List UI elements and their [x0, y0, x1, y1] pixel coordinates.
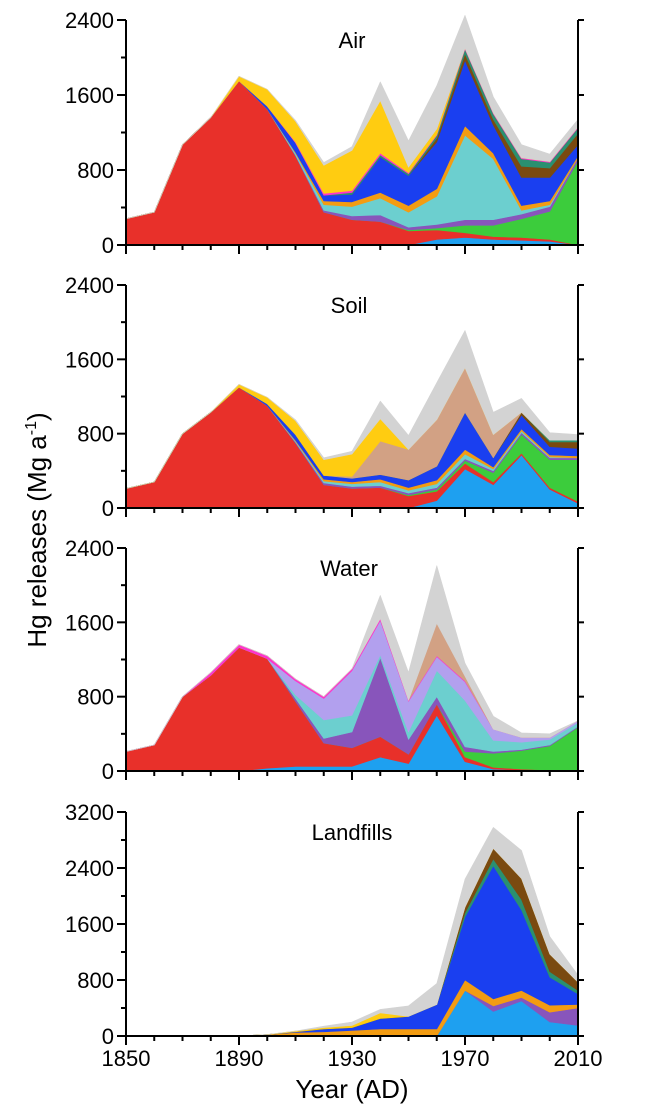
- panel-title: Air: [339, 28, 366, 53]
- panel-soil: 0 800 1600 2400 Soil: [65, 273, 584, 521]
- x-tick-label: 1970: [441, 1046, 490, 1071]
- x-tick-label: 1890: [215, 1046, 264, 1071]
- y-tick-label: 800: [77, 158, 114, 183]
- x-tick-label: 1930: [328, 1046, 377, 1071]
- x-tick-labels: 1850 1890 1930 1970 2010: [102, 1046, 603, 1071]
- y-tick-label: 0: [102, 496, 114, 521]
- y-tick-label: 2400: [65, 856, 114, 881]
- y-tick-label: 800: [77, 422, 114, 447]
- panel-air: 0 800 1600 2400 Air: [65, 8, 584, 258]
- y-tick-label: 800: [77, 968, 114, 993]
- y-tick-label: 1600: [65, 83, 114, 108]
- y-tick-label: 2400: [65, 273, 114, 298]
- y-tick-label: 3200: [65, 800, 114, 825]
- y-tick-label: 1600: [65, 610, 114, 635]
- y-tick-label: 800: [77, 685, 114, 710]
- y-tick-label: 1600: [65, 347, 114, 372]
- y-tick-label: 2400: [65, 536, 114, 561]
- panel-title: Landfills: [312, 820, 393, 845]
- panel-water: 0 800 1600 2400 Water: [65, 536, 584, 784]
- panel-title: Soil: [331, 293, 368, 318]
- panels: 0 800 1600 2400 Air 0 800 1600 2400 Soil 0 800 1600 2…: [65, 8, 584, 1049]
- x-axis-title: Year (AD): [295, 1074, 408, 1104]
- x-tick-label: 1850: [102, 1046, 151, 1071]
- panel-landfills: 0 800 1600 2400 3200 Landfills: [65, 800, 584, 1049]
- y-axis-title-main: Hg releases (Mg a: [22, 435, 52, 648]
- y-tick-label: 2400: [65, 8, 114, 33]
- y-axis-title-sup: -1: [23, 421, 40, 435]
- y-axis-title-close: ): [22, 412, 52, 421]
- y-axis-title: Hg releases (Mg a-1): [22, 412, 52, 647]
- y-tick-label: 0: [102, 759, 114, 784]
- y-tick-label: 0: [102, 1024, 114, 1049]
- panel-title: Water: [320, 556, 378, 581]
- x-tick-label: 2010: [554, 1046, 603, 1071]
- y-tick-label: 0: [102, 233, 114, 258]
- y-tick-label: 1600: [65, 912, 114, 937]
